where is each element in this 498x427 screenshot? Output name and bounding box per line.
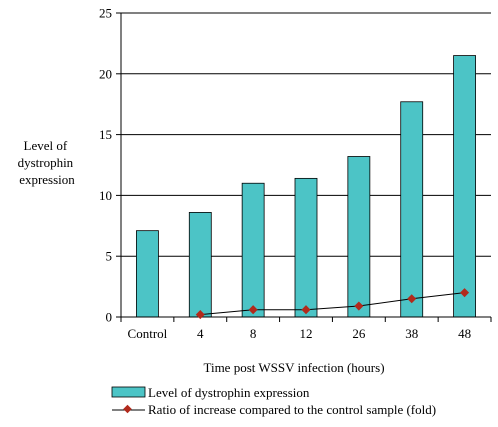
y-axis-label-line-3: expression (19, 172, 75, 187)
bar-Control (136, 230, 159, 318)
x-tick-label: 4 (197, 326, 204, 341)
bar-38 (400, 101, 424, 318)
x-tick-label: 48 (458, 326, 471, 341)
y-tick-label: 5 (106, 249, 113, 264)
y-tick-label: 0 (106, 310, 113, 325)
y-tick-label: 20 (99, 66, 112, 81)
gridlines (121, 12, 491, 257)
x-tick-label: Control (128, 326, 168, 341)
bar-8 (241, 182, 265, 318)
ratio-line-series (195, 288, 470, 320)
legend-swatch-bar (111, 386, 146, 398)
x-tick-label: 38 (405, 326, 418, 341)
ratio-line (200, 292, 465, 316)
y-tick-label: 10 (99, 188, 112, 203)
legend-label-line: Ratio of increase compared to the contro… (148, 402, 436, 417)
bar-26 (347, 156, 371, 318)
axes (120, 13, 491, 318)
legend-label-bar: Level of dystrophin expression (148, 385, 310, 400)
bar-12 (294, 177, 318, 318)
x-tick-label: 8 (250, 326, 257, 341)
y-axis-label-line-1: Level of (24, 138, 68, 153)
x-tick-label: 26 (352, 326, 366, 341)
x-tick-label: 12 (300, 326, 313, 341)
legend-swatch-marker (123, 404, 132, 414)
bar-4 (188, 212, 212, 318)
bar-48 (453, 55, 476, 318)
y-tick-label: 15 (99, 127, 112, 142)
x-axis-label: Time post WSSV infection (hours) (203, 360, 384, 375)
y-axis-label-line-2: dystrophin (18, 155, 74, 170)
y-axis-label: Level of dystrophin expression (18, 138, 77, 187)
bar-series (136, 55, 476, 318)
legend: Level of dystrophin expression Ratio of … (111, 385, 436, 417)
y-tick-label: 25 (99, 6, 112, 21)
ratio-point-8 (248, 305, 258, 315)
